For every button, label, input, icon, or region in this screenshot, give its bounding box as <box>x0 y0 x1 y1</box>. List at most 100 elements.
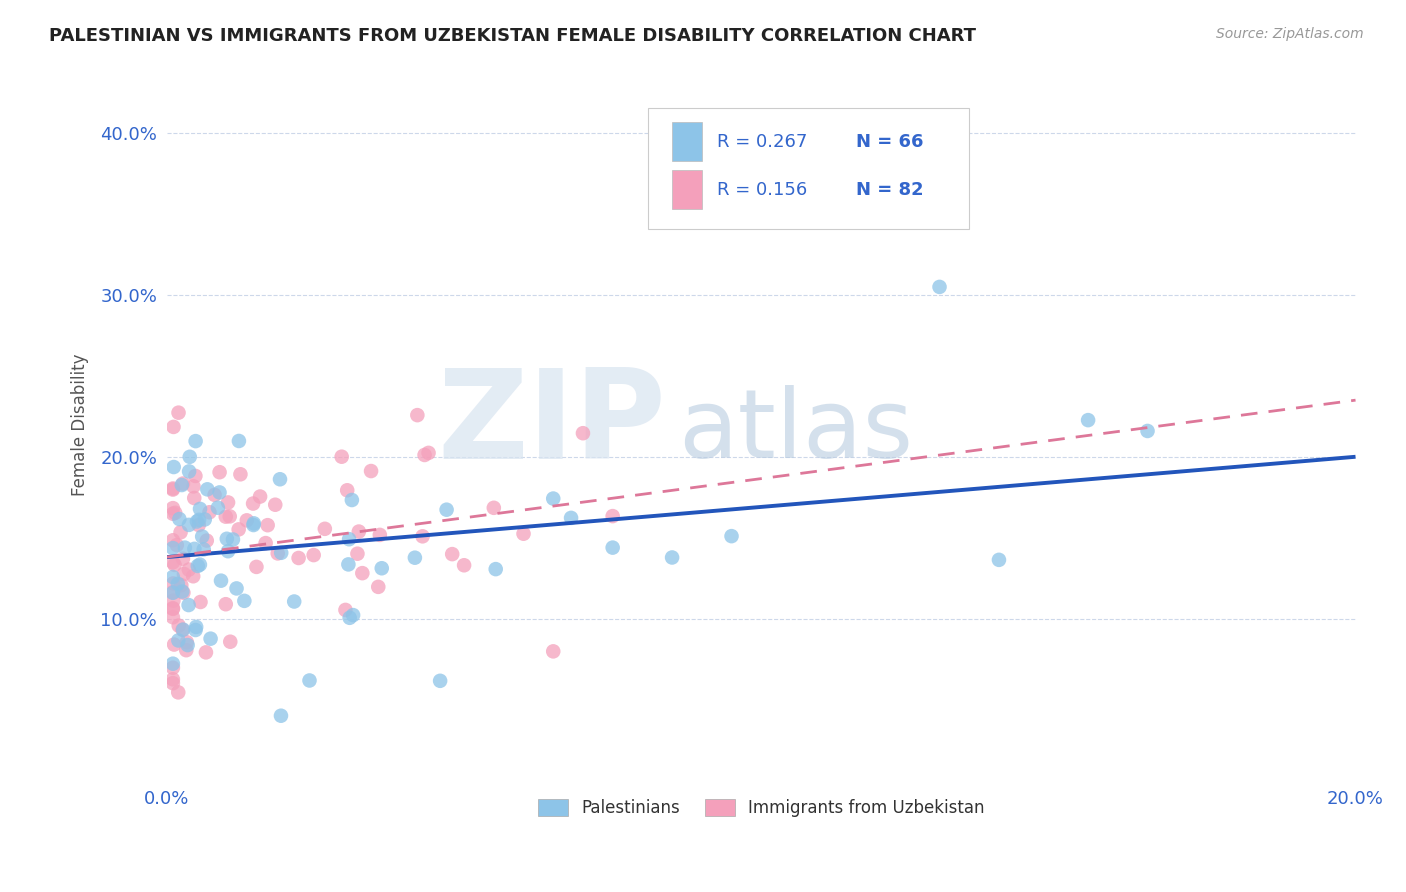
Point <box>208 485 231 500</box>
Point <box>163 638 186 652</box>
Point <box>242 497 264 511</box>
FancyBboxPatch shape <box>672 122 702 161</box>
Point <box>560 511 582 525</box>
Text: R = 0.267: R = 0.267 <box>717 133 807 151</box>
Point <box>162 610 184 624</box>
Point <box>200 632 222 646</box>
Point <box>209 574 232 588</box>
Point <box>342 608 364 623</box>
Text: Source: ZipAtlas.com: Source: ZipAtlas.com <box>1216 27 1364 41</box>
Point <box>572 426 595 441</box>
Point <box>162 657 184 671</box>
Point <box>302 548 325 562</box>
Point <box>254 536 277 550</box>
Point <box>208 465 231 479</box>
Point <box>162 501 184 516</box>
Point <box>512 526 534 541</box>
Point <box>217 544 239 558</box>
Point <box>541 491 564 506</box>
Point <box>283 594 305 608</box>
Point <box>166 577 188 591</box>
FancyBboxPatch shape <box>648 108 969 228</box>
Point <box>172 585 194 599</box>
Point <box>195 533 218 548</box>
Point <box>162 661 184 675</box>
Point <box>928 280 950 294</box>
Point <box>188 513 211 527</box>
Point <box>412 529 434 543</box>
Point <box>162 676 184 690</box>
Text: ZIP: ZIP <box>437 364 666 485</box>
Point <box>162 482 184 496</box>
Point <box>243 516 266 531</box>
Point <box>173 566 195 581</box>
Point <box>298 673 321 688</box>
Point <box>162 585 184 599</box>
Point <box>194 512 217 526</box>
Point <box>249 490 271 504</box>
Point <box>172 476 194 491</box>
Point <box>330 450 353 464</box>
Point <box>162 541 184 555</box>
FancyBboxPatch shape <box>672 170 702 209</box>
Point <box>204 488 226 502</box>
Point <box>186 515 208 529</box>
Point <box>602 509 624 524</box>
Point <box>183 491 205 505</box>
Point <box>287 551 309 566</box>
Point <box>661 550 683 565</box>
Point <box>177 517 200 532</box>
Point <box>233 594 256 608</box>
Point <box>404 550 426 565</box>
Point <box>190 595 212 609</box>
Point <box>163 460 186 475</box>
Point <box>162 420 184 434</box>
Point <box>217 495 239 509</box>
Point <box>228 522 250 536</box>
Point <box>371 561 394 575</box>
Point <box>453 558 475 573</box>
Point <box>162 593 184 607</box>
Point <box>245 560 267 574</box>
Point <box>167 406 190 420</box>
Point <box>352 566 374 581</box>
Point <box>406 408 429 422</box>
Point <box>225 582 247 596</box>
Point <box>188 502 211 516</box>
Point <box>436 502 458 516</box>
Point <box>195 483 218 497</box>
Point <box>169 512 191 526</box>
Point <box>162 602 184 616</box>
Point <box>177 598 200 612</box>
Point <box>482 500 505 515</box>
Point <box>346 547 368 561</box>
Point <box>194 645 217 659</box>
Text: atlas: atlas <box>678 385 912 478</box>
Point <box>335 603 357 617</box>
Point <box>167 633 190 648</box>
Point <box>340 493 363 508</box>
Point <box>162 555 184 569</box>
Point <box>187 518 209 533</box>
Point <box>183 479 205 493</box>
Point <box>541 644 564 658</box>
Point <box>172 551 194 566</box>
Point <box>1077 413 1099 427</box>
Point <box>270 546 292 560</box>
Text: N = 66: N = 66 <box>856 133 924 151</box>
Point <box>167 618 190 632</box>
Point <box>229 467 252 482</box>
Point <box>162 483 184 497</box>
Point <box>236 513 259 527</box>
Point <box>186 620 208 634</box>
Point <box>162 507 184 521</box>
Point <box>360 464 382 478</box>
Point <box>191 529 214 543</box>
Point <box>188 558 211 572</box>
Point <box>163 558 186 572</box>
Point <box>337 533 360 547</box>
Point <box>602 541 624 555</box>
Point <box>176 638 198 652</box>
Point <box>170 578 193 592</box>
Text: N = 82: N = 82 <box>856 180 924 199</box>
